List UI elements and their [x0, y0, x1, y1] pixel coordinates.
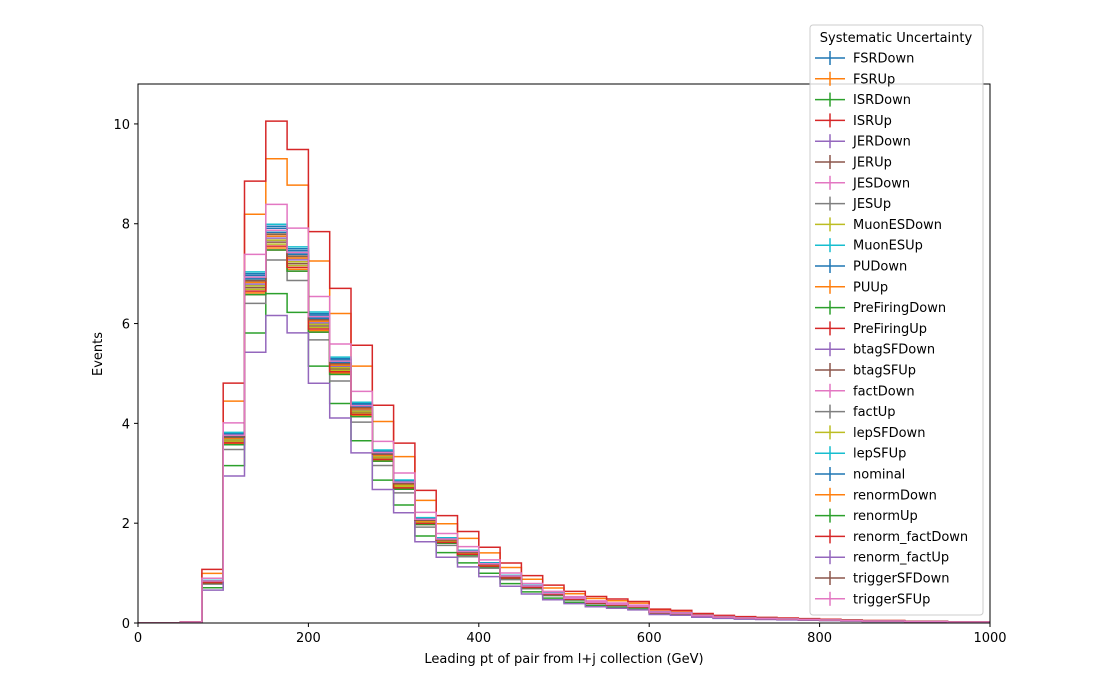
legend-label: triggerSFDown: [853, 572, 949, 587]
legend-box: [809, 24, 984, 616]
x-tick-label: 600: [637, 631, 662, 646]
plot-frame: [137, 83, 991, 624]
legend-entry-JERUp: JERUp: [815, 155, 892, 171]
x-tick-label: 1000: [973, 631, 1006, 646]
legend-entry-nominal: nominal: [815, 467, 905, 483]
legend-entry-PreFiringDown: PreFiringDown: [815, 300, 946, 316]
y-tick-label: 0: [122, 617, 130, 632]
legend-label: JERUp: [852, 156, 892, 171]
legend-label: lepSFDown: [853, 426, 925, 441]
legend-entry-ISRUp: ISRUp: [815, 113, 892, 129]
legend-entry-PUDown: PUDown: [815, 259, 907, 275]
y-axis: 0 2 4 6 8 10: [113, 118, 138, 632]
legend-entry-JERDown: JERDown: [815, 134, 911, 150]
legend: Systematic Uncertainty FSRDown FSRUp ISRDo…: [809, 24, 984, 616]
legend-label: factDown: [853, 384, 915, 399]
legend-entry-PreFiringUp: PreFiringUp: [815, 321, 927, 337]
x-tick-label: 0: [134, 631, 142, 646]
series-triggerSFUp: [138, 229, 990, 623]
legend-entry-MuonESUp: MuonESUp: [815, 238, 923, 254]
x-axis-label: Leading pt of pair from l+j collection (…: [424, 652, 703, 667]
legend-label: btagSFDown: [853, 343, 935, 358]
x-axis: 0 200 400 600 800 1000: [134, 623, 1007, 646]
legend-label: triggerSFUp: [853, 592, 930, 607]
legend-entry-PUUp: PUUp: [815, 279, 888, 295]
y-tick-label: 2: [122, 517, 130, 532]
legend-label: renorm_factDown: [853, 530, 968, 545]
legend-label: PreFiringDown: [853, 301, 946, 316]
y-tick-label: 8: [122, 218, 130, 233]
legend-entry-renormUp: renormUp: [815, 508, 918, 524]
series-layer: [138, 120, 990, 623]
legend-entry-ISRDown: ISRDown: [815, 92, 911, 108]
x-tick-label: 800: [807, 631, 832, 646]
x-tick-label: 400: [466, 631, 491, 646]
legend-label: renorm_factUp: [853, 551, 949, 566]
y-tick-label: 6: [122, 318, 130, 333]
legend-entry-JESUp: JESUp: [815, 196, 891, 212]
legend-label: lepSFUp: [853, 447, 906, 462]
legend-label: factUp: [853, 405, 896, 420]
legend-entry-factUp: factUp: [815, 404, 896, 420]
legend-label: FSRUp: [853, 72, 895, 87]
legend-entry-factDown: factDown: [815, 383, 915, 399]
legend-entry-MuonESDown: MuonESDown: [815, 217, 942, 233]
y-tick-label: 4: [122, 417, 130, 432]
x-tick-label: 200: [296, 631, 321, 646]
legend-entry-lepSFDown: lepSFDown: [815, 425, 925, 441]
legend-entry-btagSFUp: btagSFUp: [815, 363, 916, 379]
legend-entry-renorm_factDown: renorm_factDown: [815, 529, 968, 545]
legend-entry-JESDown: JESDown: [815, 175, 910, 191]
legend-entry-renorm_factUp: renorm_factUp: [815, 550, 949, 566]
legend-label: JESUp: [852, 197, 891, 212]
legend-entry-triggerSFDown: triggerSFDown: [815, 571, 949, 587]
legend-label: MuonESDown: [853, 218, 942, 233]
legend-entry-btagSFDown: btagSFDown: [815, 342, 935, 358]
legend-label: FSRDown: [853, 52, 914, 67]
legend-label: renormDown: [853, 488, 937, 503]
legend-label: PUUp: [853, 280, 888, 295]
y-tick-label: 10: [113, 118, 130, 133]
legend-label: nominal: [853, 468, 905, 483]
legend-label: JESDown: [852, 176, 910, 191]
legend-entry-FSRDown: FSRDown: [815, 51, 914, 67]
legend-entry-renormDown: renormDown: [815, 487, 937, 503]
y-axis-label: Events: [91, 332, 106, 376]
legend-label: renormUp: [853, 509, 918, 524]
legend-label: PreFiringUp: [853, 322, 927, 337]
legend-label: ISRUp: [853, 114, 892, 129]
legend-entry-FSRUp: FSRUp: [815, 71, 895, 87]
legend-label: ISRDown: [853, 93, 911, 108]
legend-title: Systematic Uncertainty: [820, 31, 973, 46]
legend-label: MuonESUp: [853, 239, 923, 254]
legend-entry-triggerSFUp: triggerSFUp: [815, 591, 930, 607]
legend-label: btagSFUp: [853, 364, 916, 379]
legend-entry-lepSFUp: lepSFUp: [815, 446, 906, 462]
legend-label: JERDown: [852, 135, 911, 150]
legend-label: PUDown: [853, 260, 907, 275]
